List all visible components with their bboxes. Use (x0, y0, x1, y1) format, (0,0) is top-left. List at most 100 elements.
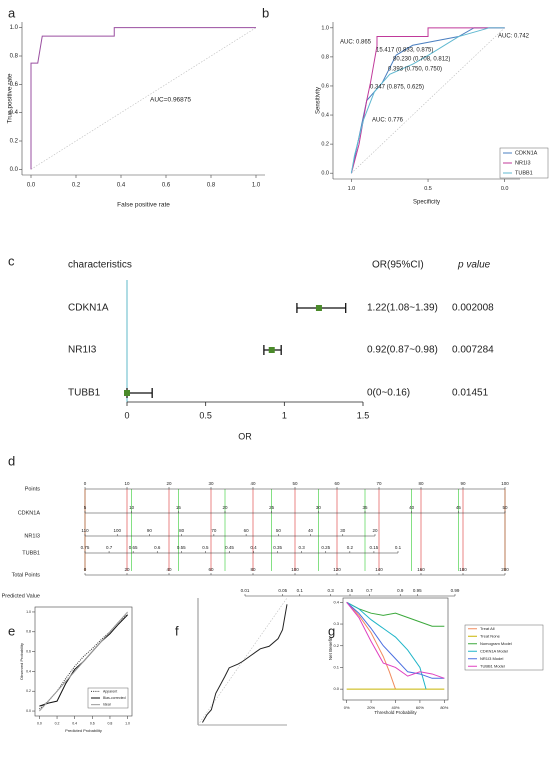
annotation: 0.393 (0.750, 0.750) (388, 67, 442, 73)
series-line (346, 601, 445, 627)
scale-tick-label: 50 (502, 505, 508, 510)
scale-name: NR1I3 (24, 533, 40, 539)
p-value: 0.01451 (452, 388, 489, 399)
series-line (350, 27, 505, 174)
panel-label: d (8, 453, 15, 468)
y-axis-label: Net Benefit (328, 637, 333, 660)
scale-tick-label: 0 (84, 567, 87, 572)
scale-tick-label: 0.1 (297, 588, 304, 593)
x-axis-label: Predicted Probability (65, 728, 102, 733)
scale-name: TUBB1 (22, 550, 40, 556)
scale-tick-label: 100 (113, 528, 121, 533)
legend-label: CDKN1A Model (480, 648, 508, 653)
scale-tick-label: 80 (250, 567, 256, 572)
x-tick-label: 40% (391, 705, 399, 710)
y-tick-label: 0.4 (321, 112, 329, 118)
x-tick-label: 1.0 (348, 186, 356, 192)
scale-tick-label: 60 (334, 481, 340, 486)
y-tick-label: 1.0 (10, 25, 19, 31)
scale-tick-label: 200 (501, 567, 509, 572)
panel-label: e (8, 623, 15, 638)
row-label: CDKN1A (68, 303, 109, 314)
scale-tick-label: 120 (333, 567, 341, 572)
scale-tick-label: 0 (84, 481, 87, 486)
series-line (346, 601, 427, 690)
legend-label: Treat None (480, 633, 501, 638)
scale-tick-label: 0.15 (370, 545, 379, 550)
scale-tick-label: 110 (81, 528, 89, 533)
scale-tick-label: 0.5 (347, 588, 354, 593)
legend-label: TUBB1 (515, 170, 533, 176)
y-tick-label: 0.8 (321, 54, 329, 60)
x-axis-label: OR (238, 431, 252, 441)
y-tick-label: 0.6 (10, 82, 19, 88)
y-axis-label: Observed Probability (19, 643, 24, 680)
or-point (124, 390, 130, 396)
annotation: 0.347 (0.875, 0.625) (370, 85, 424, 91)
series-line (350, 27, 505, 174)
panel-label: g (328, 623, 335, 638)
y-tick-label: 0.0 (26, 709, 31, 713)
scale-tick-label: 60 (208, 567, 214, 572)
x-tick-label: 20% (367, 705, 375, 710)
scale-tick-label: 15 (176, 505, 182, 510)
y-tick-label: 1.0 (321, 25, 329, 31)
scale-tick-label: 60 (244, 528, 250, 533)
plot-frame (34, 606, 133, 717)
reference-diagonal (197, 597, 288, 726)
scale-tick-label: 0.55 (177, 545, 186, 550)
scale-tick-label: 80 (418, 481, 424, 486)
scale-tick-label: 0.45 (225, 545, 234, 550)
x-tick-label: 1.0 (125, 721, 130, 725)
scale-tick-label: 30 (340, 528, 346, 533)
y-tick-label: 0.4 (333, 599, 339, 604)
y-tick-label: 0.2 (26, 689, 31, 693)
x-tick-label: 0.6 (162, 183, 171, 189)
y-tick-label: 0.8 (10, 54, 19, 60)
scale-tick-label: 90 (147, 528, 153, 533)
y-tick-label: 0.2 (321, 142, 329, 148)
scale-tick-label: 40 (166, 567, 172, 572)
scale-tick-label: 10 (129, 505, 135, 510)
legend-label: Treat All (480, 626, 495, 631)
x-tick-label: 0.0 (37, 721, 42, 725)
scale-tick-label: 45 (456, 505, 462, 510)
series-line (350, 27, 505, 174)
x-tick-label: 0 (124, 410, 129, 420)
reference-diagonal (351, 27, 505, 174)
y-tick-label: 0.1 (333, 665, 339, 670)
scale-tick-label: 160 (417, 567, 425, 572)
row-label: TUBB1 (68, 388, 101, 399)
scale-name: Predicted Value (2, 593, 40, 599)
scale-tick-label: 50 (292, 481, 298, 486)
annotation: AUC: 0.865 (340, 40, 372, 46)
y-tick-label: 0.3 (333, 621, 339, 626)
scale-tick-label: 0.65 (129, 545, 138, 550)
annotation: AUC=0.96875 (150, 97, 191, 104)
or-label: 0.92(0.87~0.98) (367, 345, 438, 356)
p-value: 0.007284 (452, 345, 494, 356)
annotation: AUC: 0.742 (498, 34, 530, 40)
series-line (346, 602, 445, 679)
scale-tick-label: 90 (460, 481, 466, 486)
x-tick-label: 0.2 (55, 721, 60, 725)
column-header: characteristics (68, 260, 132, 271)
scale-tick-label: 25 (269, 505, 275, 510)
x-axis-label: False positive rate (117, 202, 170, 209)
x-tick-label: 0.4 (117, 183, 126, 189)
scale-tick-label: 0.35 (273, 545, 282, 550)
scale-tick-label: 0.4 (250, 545, 257, 550)
scale-tick-label: 0.05 (278, 588, 287, 593)
scale-tick-label: 0.2 (347, 545, 354, 550)
x-tick-label: 80% (440, 705, 448, 710)
y-tick-label: 0.4 (26, 669, 31, 673)
x-axis-label: Threshold Probability (374, 710, 417, 715)
scale-tick-label: 20 (372, 528, 378, 533)
x-tick-label: 0.6 (90, 721, 95, 725)
scale-tick-label: 35 (362, 505, 368, 510)
series-line (30, 27, 256, 170)
scale-tick-label: 180 (459, 567, 467, 572)
scale-tick-label: 30 (208, 481, 214, 486)
x-tick-label: 1 (282, 410, 287, 420)
scale-tick-label: 70 (376, 481, 382, 486)
